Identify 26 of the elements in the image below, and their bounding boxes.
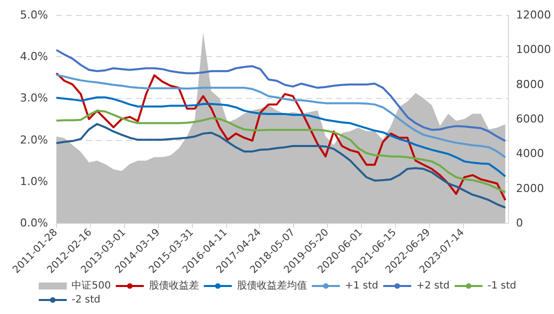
y2-tick-label: 2000 — [516, 182, 544, 195]
line-series — [55, 96, 506, 178]
legend-label: -2 std — [72, 294, 100, 306]
y-tick-label: 4.0% — [20, 50, 48, 64]
legend-label: 股债收益差均值 — [236, 280, 307, 292]
legend-label: +2 std — [416, 280, 450, 292]
legend-label: 股债收益差 — [148, 280, 199, 292]
y2-tick-label: 10000 — [516, 43, 552, 56]
y2-tick-label: 0 — [516, 216, 524, 230]
legend-label: -1 std — [488, 280, 516, 292]
y2-tick-label: 8000 — [516, 78, 544, 91]
line-series — [55, 110, 506, 194]
y2-tick-label: 4000 — [516, 147, 544, 160]
legend-label: +1 std — [344, 280, 378, 292]
y2-tick-label: 12000 — [516, 8, 552, 22]
line-series — [55, 48, 506, 142]
y-tick-label: 2.0% — [20, 133, 48, 146]
y-tick-label: 5.0% — [20, 8, 48, 22]
line-series — [55, 72, 506, 202]
legend-label: 中证500 — [72, 280, 111, 292]
y-tick-label: 0.0% — [20, 216, 48, 230]
y-tick-label: 1.0% — [20, 174, 48, 188]
y-tick-label: 3.0% — [20, 92, 48, 105]
line-series — [55, 122, 506, 209]
y2-tick-label: 6000 — [516, 112, 544, 126]
line-series — [55, 74, 506, 158]
